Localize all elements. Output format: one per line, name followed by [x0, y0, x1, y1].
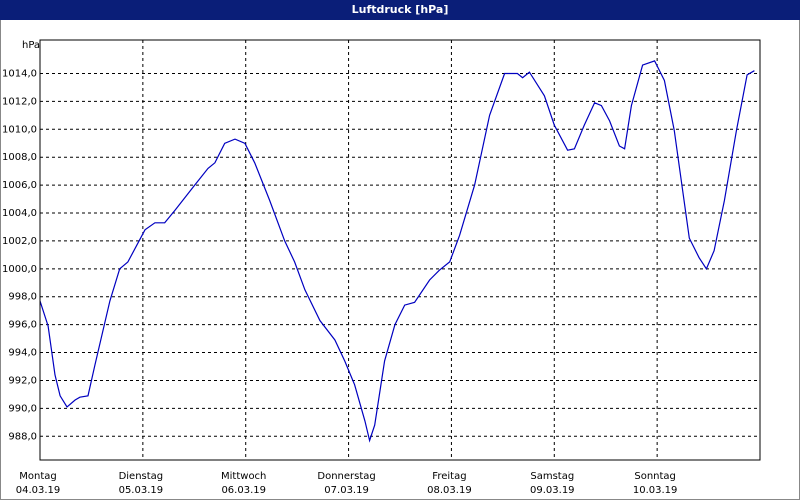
x-tick-label: Donnerstag: [317, 471, 375, 482]
y-tick-label: 992,0: [8, 375, 37, 386]
x-tick-date: 09.03.19: [530, 485, 575, 496]
y-tick-label: 998,0: [8, 292, 37, 303]
x-tick-label: Sonntag: [634, 471, 676, 482]
x-tick-date: 05.03.19: [119, 485, 164, 496]
x-tick-label: Mittwoch: [221, 471, 266, 482]
y-tick-label: 996,0: [8, 320, 37, 331]
grid-layer: 988,0 990,0 992,0 994,0 996,0 998,0 1000,0 1002…: [2, 40, 760, 496]
y-tick-label: 994,0: [8, 348, 37, 359]
y-tick-label: 988,0: [8, 431, 37, 442]
y-tick-label: 1002,0: [2, 236, 37, 247]
x-tick-label: Freitag: [432, 471, 466, 482]
x-tick-date: 04.03.19: [16, 485, 61, 496]
y-tick-label: 1008,0: [2, 152, 37, 163]
x-tick-label: Samstag: [530, 471, 574, 482]
y-tick-label: 1012,0: [2, 96, 37, 107]
y-tick-label: 1006,0: [2, 180, 37, 191]
x-tick-label: Montag: [19, 471, 56, 482]
plot-layer: [39, 60, 755, 443]
y-tick-label: 1010,0: [2, 124, 37, 135]
x-tick-date: 08.03.19: [427, 485, 472, 496]
pressure-line: [39, 60, 755, 443]
y-unit: hPa: [22, 40, 40, 51]
plot-frame: [39, 39, 761, 461]
title-bar: [0, 0, 800, 20]
y-tick-label: 1000,0: [2, 264, 37, 275]
x-tick-date: 10.03.19: [633, 485, 678, 496]
y-tick-label: 990,0: [8, 403, 37, 414]
y-tick-label: 1014,0: [2, 68, 37, 79]
chart-title: Luftdruck [hPa]: [352, 3, 449, 16]
x-tick-date: 06.03.19: [221, 485, 266, 496]
y-tick-label: 1004,0: [2, 208, 37, 219]
x-tick-date: 07.03.19: [324, 485, 369, 496]
x-tick-label: Dienstag: [119, 471, 164, 482]
